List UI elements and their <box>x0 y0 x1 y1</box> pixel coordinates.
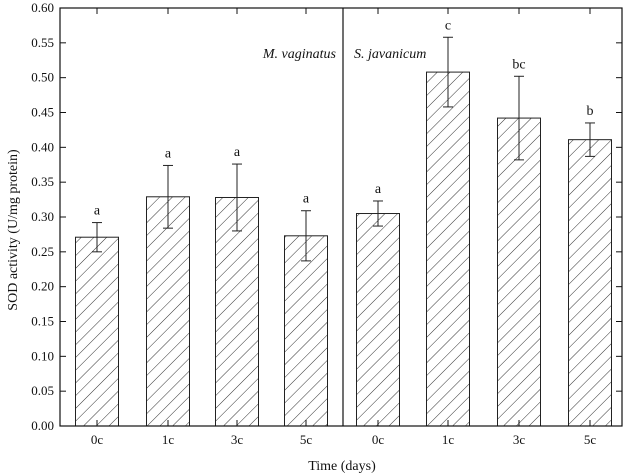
significance-label: a <box>94 204 101 219</box>
significance-label: b <box>587 104 594 119</box>
bar <box>284 235 328 427</box>
y-tick-label: 0.40 <box>31 139 54 154</box>
x-tick-label: 1c <box>442 432 455 447</box>
bar <box>568 139 612 427</box>
x-tick-label: 0c <box>91 432 104 447</box>
y-axis-title: SOD activity (U/mg protein) <box>6 149 21 311</box>
x-tick-label: 5c <box>584 432 597 447</box>
bar <box>146 196 190 427</box>
x-axis-title: Time (days) <box>308 459 376 474</box>
bar <box>356 213 400 427</box>
significance-label: a <box>375 182 382 197</box>
x-tick-label: 0c <box>372 432 385 447</box>
significance-label: a <box>165 146 172 161</box>
y-tick-label: 0.15 <box>31 314 54 329</box>
y-tick-label: 0.10 <box>31 348 54 363</box>
y-tick-label: 0.45 <box>31 105 54 120</box>
x-tick-label: 3c <box>513 432 526 447</box>
x-tick-label: 5c <box>300 432 313 447</box>
y-tick-label: 0.35 <box>31 174 54 189</box>
plot-frame <box>59 7 623 427</box>
x-tick-label: 1c <box>162 432 175 447</box>
y-tick-label: 0.50 <box>31 70 54 85</box>
plot-area: 0.00 0.05 0.10 0.15 0.20 0.25 0.30 0.35 0.40 0.45… <box>31 0 623 447</box>
bar <box>75 236 119 427</box>
significance-label: c <box>445 18 451 33</box>
significance-label: a <box>234 145 241 160</box>
significance-label: a <box>303 192 310 207</box>
panel-title: M. vaginatus <box>262 47 337 62</box>
bar <box>426 71 470 427</box>
x-tick-label: 3c <box>231 432 244 447</box>
y-tick-label: 0.05 <box>31 383 54 398</box>
y-tick-label: 0.25 <box>31 244 54 259</box>
y-tick-label: 0.30 <box>31 209 54 224</box>
significance-label: bc <box>512 57 525 72</box>
y-tick-label: 0.60 <box>31 0 54 15</box>
bar <box>497 117 541 427</box>
panel-title: S. javanicum <box>354 47 426 62</box>
y-tick-label: 0.20 <box>31 279 54 294</box>
y-tick-label: 0.00 <box>31 418 54 433</box>
bar <box>215 196 259 427</box>
y-tick-label: 0.55 <box>31 35 54 50</box>
